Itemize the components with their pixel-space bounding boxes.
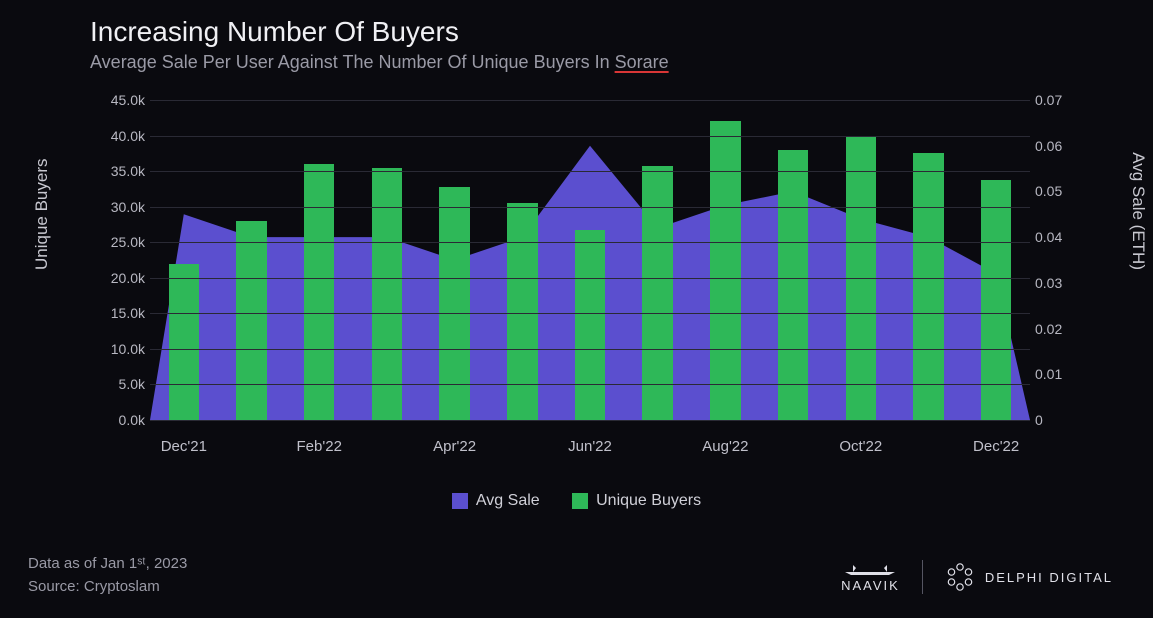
data-as-of: Data as of Jan 1ˢᵗ, 2023 bbox=[28, 553, 187, 576]
logo-block: NAAVIK DELPHI DIGITAL bbox=[841, 560, 1113, 594]
legend-item-avg-sale: Avg Sale bbox=[452, 492, 540, 510]
x-tick: Dec'21 bbox=[161, 438, 207, 455]
data-source: Source: Cryptoslam bbox=[28, 576, 187, 599]
y-left-tick: 45.0k bbox=[90, 92, 145, 108]
x-tick: Jun'22 bbox=[568, 438, 612, 455]
x-axis-labels: Dec'21 Feb'22 Apr'22 Jun'22 Aug'22 Oct'22 Dec'… bbox=[150, 430, 1030, 460]
footer-meta: Data as of Jan 1ˢᵗ, 2023 Source: Cryptos… bbox=[28, 553, 187, 598]
delphi-ring-icon bbox=[945, 562, 975, 592]
bar bbox=[913, 153, 943, 420]
y-left-tick: 25.0k bbox=[90, 234, 145, 250]
y-right-tick: 0.05 bbox=[1035, 183, 1090, 199]
x-tick: Feb'22 bbox=[297, 438, 342, 455]
naavik-text: NAAVIK bbox=[841, 578, 900, 593]
y-axis-left-title: Unique Buyers bbox=[32, 158, 52, 270]
bar bbox=[372, 168, 402, 420]
y-left-tick: 10.0k bbox=[90, 341, 145, 357]
y-axis-left-labels: 0.0k5.0k10.0k15.0k20.0k25.0k30.0k35.0k40… bbox=[90, 100, 145, 420]
y-right-tick: 0 bbox=[1035, 412, 1090, 428]
delphi-logo: DELPHI DIGITAL bbox=[945, 562, 1113, 592]
y-right-tick: 0.03 bbox=[1035, 275, 1090, 291]
x-tick: Aug'22 bbox=[702, 438, 748, 455]
y-left-tick: 15.0k bbox=[90, 305, 145, 321]
bar bbox=[507, 203, 537, 420]
y-left-tick: 30.0k bbox=[90, 199, 145, 215]
logo-divider bbox=[922, 560, 923, 594]
y-left-tick: 5.0k bbox=[90, 376, 145, 392]
y-right-tick: 0.06 bbox=[1035, 138, 1090, 154]
y-left-tick: 40.0k bbox=[90, 128, 145, 144]
chart-legend: Avg Sale Unique Buyers bbox=[0, 492, 1153, 514]
subtitle-underlined-word: Sorare bbox=[615, 52, 669, 72]
y-right-tick: 0.02 bbox=[1035, 321, 1090, 337]
bar bbox=[642, 166, 672, 420]
plot-area bbox=[150, 100, 1030, 420]
y-left-tick: 35.0k bbox=[90, 163, 145, 179]
bar bbox=[169, 264, 199, 420]
unique-buyers-bars bbox=[150, 100, 1030, 420]
y-left-tick: 20.0k bbox=[90, 270, 145, 286]
y-right-tick: 0.07 bbox=[1035, 92, 1090, 108]
bar bbox=[778, 150, 808, 420]
x-tick: Apr'22 bbox=[433, 438, 476, 455]
y-axis-right-labels: 00.010.020.030.040.050.060.07 bbox=[1035, 100, 1090, 420]
y-axis-right-title: Avg Sale (ETH) bbox=[1128, 152, 1148, 270]
chart-area: 0.0k 5.0k 10.0k 15.0k 20.0k 25.0k 30.0k 35.0k 40… bbox=[90, 100, 1090, 460]
chart-title: Increasing Number Of Buyers bbox=[90, 16, 1113, 48]
bar bbox=[575, 230, 605, 420]
legend-item-unique-buyers: Unique Buyers bbox=[572, 492, 701, 510]
naavik-boat-icon bbox=[843, 562, 897, 576]
x-tick: Oct'22 bbox=[839, 438, 882, 455]
subtitle-prefix: Average Sale Per User Against The Number… bbox=[90, 52, 615, 72]
x-tick: Dec'22 bbox=[973, 438, 1019, 455]
y-right-tick: 0.01 bbox=[1035, 366, 1090, 382]
bar bbox=[710, 121, 740, 420]
legend-swatch-avg-sale bbox=[452, 493, 468, 509]
naavik-logo: NAAVIK bbox=[841, 562, 900, 593]
bar bbox=[236, 221, 266, 420]
y-right-tick: 0.04 bbox=[1035, 229, 1090, 245]
legend-label-avg-sale: Avg Sale bbox=[476, 492, 540, 510]
delphi-text: DELPHI DIGITAL bbox=[985, 570, 1113, 585]
legend-swatch-unique-buyers bbox=[572, 493, 588, 509]
chart-subtitle: Average Sale Per User Against The Number… bbox=[90, 52, 1113, 73]
legend-label-unique-buyers: Unique Buyers bbox=[596, 492, 701, 510]
y-left-tick: 0.0k bbox=[90, 412, 145, 428]
bar bbox=[304, 164, 334, 420]
